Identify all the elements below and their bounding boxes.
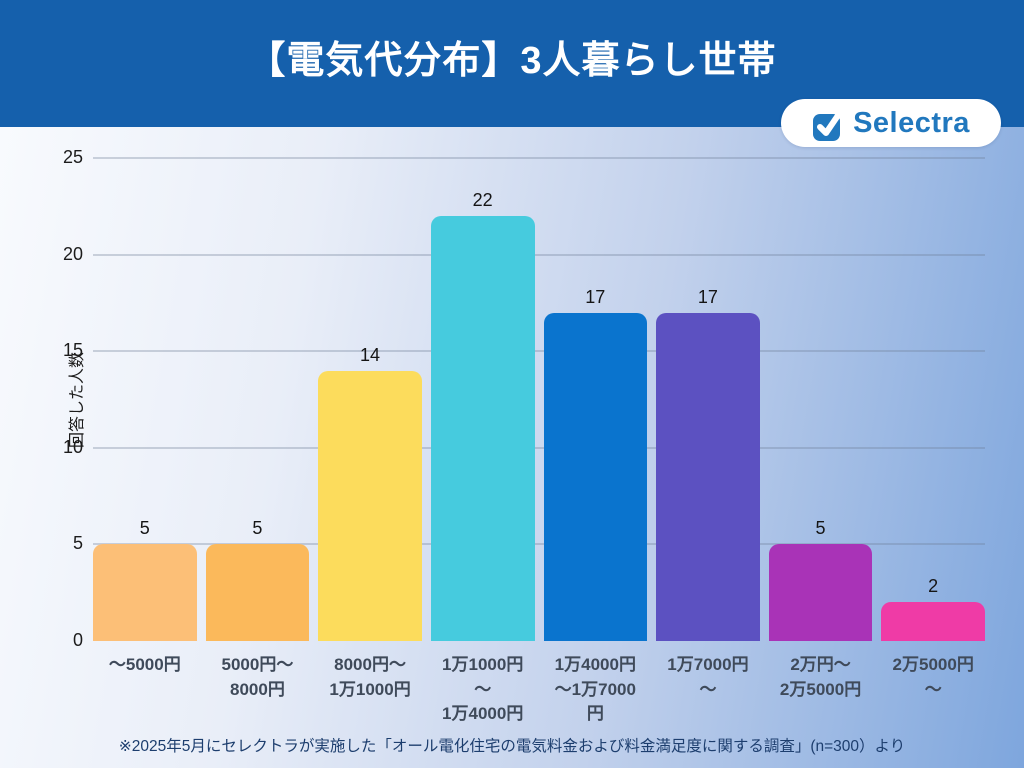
selectra-check-icon [813, 108, 845, 141]
bar-value-label: 5 [815, 518, 826, 539]
x-tick-label: 5000円～ 8000円 [221, 655, 294, 699]
header-banner: 【電気代分布】3人暮らし世帯 [0, 0, 1024, 127]
bars-row: 5 5 14 22 17 17 [93, 158, 985, 641]
bar-column: 14 [318, 158, 422, 641]
gridline-20 [93, 253, 985, 256]
bar [205, 544, 310, 641]
bar [656, 312, 760, 641]
bar-value-label: 5 [252, 518, 263, 539]
source-note: ※2025年5月にセレクトラが実施した「オール電化住宅の電気料金および料金満足度… [118, 738, 906, 755]
gridline-25 [93, 157, 985, 159]
page-title: 【電気代分布】3人暮らし世帯 [247, 40, 777, 82]
bar [543, 312, 648, 641]
x-tick-label: ～5000円 [108, 655, 181, 674]
x-axis-labels: ～5000円 5000円～ 8000円 8000円～ 1万1000円 1万100… [93, 653, 985, 727]
y-tick-15: 15 [62, 340, 83, 361]
selectra-logo-text: Selectra [853, 106, 970, 139]
bar [430, 215, 535, 641]
gridline-10 [93, 446, 985, 449]
bar-column: 17 [656, 158, 760, 641]
bar-value-label: 22 [472, 189, 493, 210]
bar-column: 5 [205, 158, 310, 641]
bar-value-label: 14 [360, 344, 381, 365]
bar-column: 5 [93, 158, 197, 641]
x-tick-label: 2万5000円 ～ [892, 655, 974, 699]
y-tick-10: 10 [62, 436, 83, 457]
y-axis-title: 回答した人数 [69, 351, 86, 448]
y-tick-0: 0 [72, 630, 83, 650]
x-tick-label: 2万円～ 2万5000円 [779, 655, 862, 699]
bar [768, 544, 873, 641]
bar-chart-plot-area: 0 5 10 15 20 25 回答した人数 5 5 14 22 [63, 147, 985, 723]
x-tick-label: 1万4000円 ～1万7000 円 [554, 655, 636, 724]
chart-region: 0 5 10 15 20 25 回答した人数 5 5 14 22 [0, 127, 1024, 768]
bar-value-label: 17 [697, 286, 718, 307]
bar-column: 2 [881, 158, 985, 641]
gridline-15 [93, 350, 985, 353]
x-tick-label: 1万1000円 ～ 1万4000円 [442, 655, 524, 724]
x-tick-label: 1万7000円 ～ [667, 655, 749, 699]
y-tick-5: 5 [72, 533, 83, 554]
bar-column: 22 [430, 158, 535, 641]
bar [318, 370, 422, 641]
bar [93, 544, 197, 641]
selectra-logo: Selectra [781, 99, 1001, 147]
bar-value-label: 5 [139, 518, 150, 539]
x-tick-label: 8000円～ 1万1000円 [329, 655, 411, 699]
bar-column: 17 [543, 158, 648, 641]
gridline-5 [93, 543, 985, 546]
bar-value-label: 2 [928, 576, 939, 597]
y-tick-25: 25 [62, 147, 83, 167]
bar-column: 5 [768, 158, 873, 641]
y-tick-20: 20 [62, 243, 83, 264]
bar-value-label: 17 [585, 286, 606, 307]
bar [881, 602, 985, 641]
